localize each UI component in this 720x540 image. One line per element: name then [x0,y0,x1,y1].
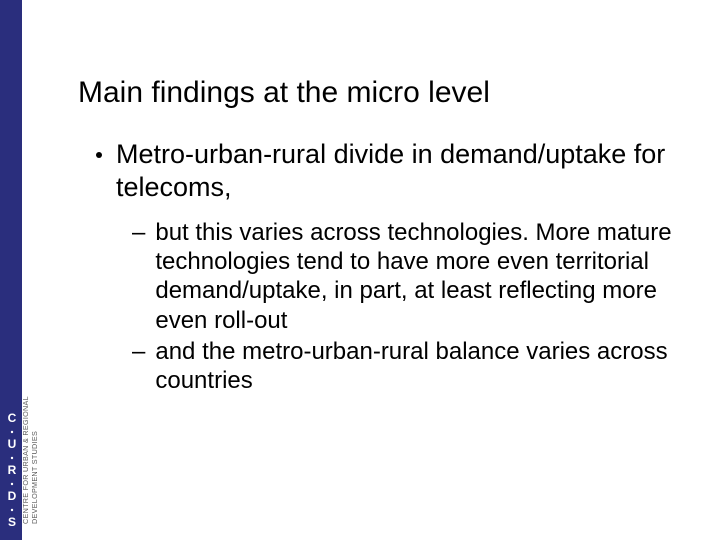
acronym-letter: C [8,411,17,425]
bullet-text: Metro-urban-rural divide in demand/uptak… [116,138,690,204]
sidebar-logo: CENTRE FOR URBAN & REGIONAL DEVELOPMENT … [2,272,42,532]
slide-title: Main findings at the micro level [78,76,690,110]
bullet-level1: Metro-urban-rural divide in demand/uptak… [96,138,690,204]
sidebar: CENTRE FOR URBAN & REGIONAL DEVELOPMENT … [0,0,44,540]
acronym-letter: R [8,463,17,477]
bullet-dash-icon: – [132,218,145,247]
bullet-text: but this varies across technologies. Mor… [155,218,690,335]
bullet-level2: – and the metro-urban-rural balance vari… [132,337,690,396]
acronym-letter: U [8,437,17,451]
org-text-line2: DEVELOPMENT STUDIES [30,431,39,524]
acronym-letter: D [8,489,17,503]
acronym-letter: S [8,515,16,529]
org-text-line1: CENTRE FOR URBAN & REGIONAL [21,396,30,524]
bullet-dot-icon [96,152,102,158]
bullet-dash-icon: – [132,337,145,366]
bullet-text: and the metro-urban-rural balance varies… [155,337,690,396]
slide-content: Main findings at the micro level Metro-u… [78,76,690,397]
acronym: C U R D S [5,410,19,530]
bullet-level2: – but this varies across technologies. M… [132,218,690,335]
